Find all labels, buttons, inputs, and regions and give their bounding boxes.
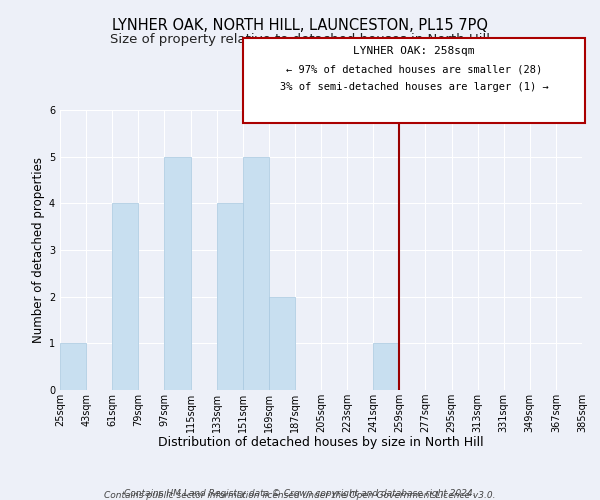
Text: LYNHER OAK: 258sqm: LYNHER OAK: 258sqm: [353, 46, 475, 56]
Bar: [112, 204, 139, 390]
Bar: [217, 204, 242, 390]
Text: LYNHER OAK, NORTH HILL, LAUNCESTON, PL15 7PQ: LYNHER OAK, NORTH HILL, LAUNCESTON, PL15…: [112, 18, 488, 32]
Bar: [373, 344, 400, 390]
Text: Size of property relative to detached houses in North Hill: Size of property relative to detached ho…: [110, 32, 490, 46]
Text: Contains HM Land Registry data © Crown copyright and database right 2024.: Contains HM Land Registry data © Crown c…: [124, 488, 476, 498]
Bar: [242, 156, 269, 390]
Y-axis label: Number of detached properties: Number of detached properties: [32, 157, 45, 343]
Text: 3% of semi-detached houses are larger (1) →: 3% of semi-detached houses are larger (1…: [280, 82, 548, 92]
Text: ← 97% of detached houses are smaller (28): ← 97% of detached houses are smaller (28…: [286, 65, 542, 75]
Text: Contains public sector information licensed under the Open Government Licence v3: Contains public sector information licen…: [104, 491, 496, 500]
Bar: [269, 296, 295, 390]
Bar: [60, 344, 86, 390]
X-axis label: Distribution of detached houses by size in North Hill: Distribution of detached houses by size …: [158, 436, 484, 450]
Bar: [164, 156, 191, 390]
